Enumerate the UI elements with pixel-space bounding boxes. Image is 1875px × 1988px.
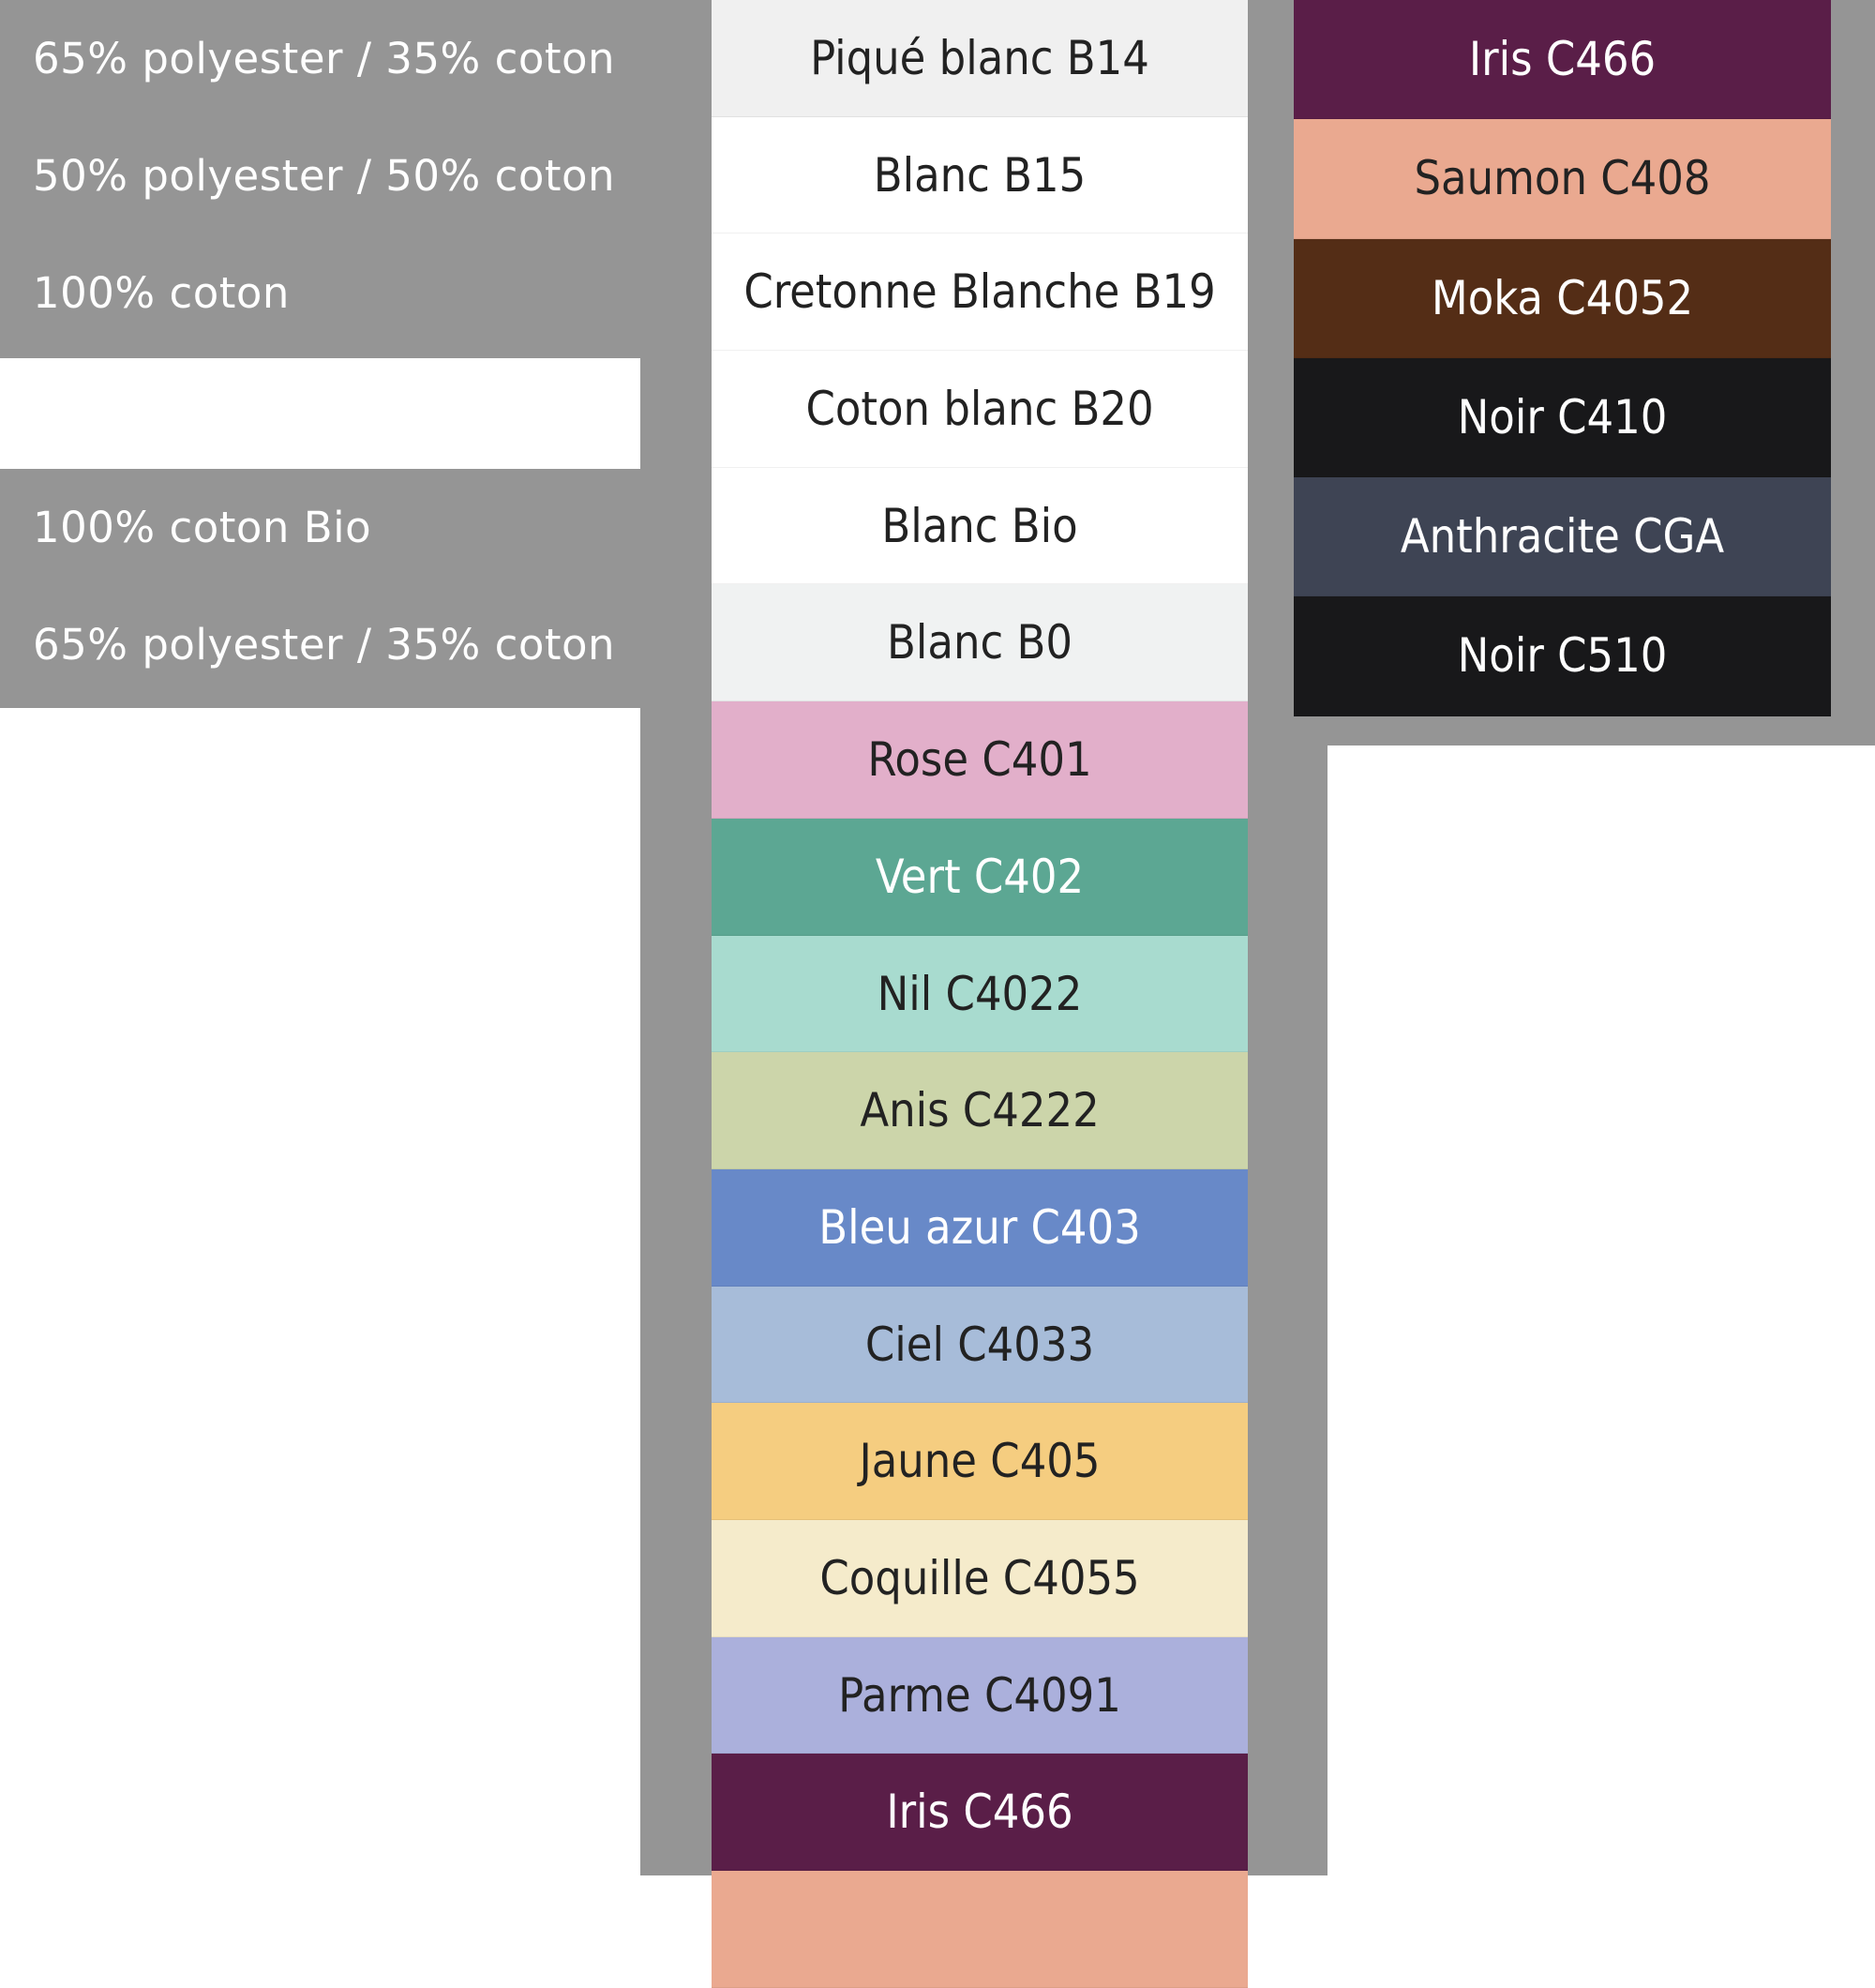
color-swatch: Parme C4091	[712, 1636, 1248, 1755]
composition-label: 100% coton Bio	[33, 503, 372, 552]
color-swatch: Nil C4022	[712, 935, 1248, 1053]
color-swatch: Blanc B15	[712, 116, 1248, 234]
color-swatch: Blanc B0	[712, 584, 1248, 702]
color-swatch: Ciel C4033	[712, 1286, 1248, 1404]
composition-label: 100% coton	[33, 268, 290, 318]
color-swatch: Moka C4052	[1294, 238, 1831, 358]
color-swatch: Blanc Bio	[712, 467, 1248, 585]
composition-panel-bottom	[0, 469, 640, 708]
color-swatch: Jaune C405	[712, 1403, 1248, 1520]
color-swatch: Bleu azur C403	[712, 1168, 1248, 1287]
color-swatch: Noir C510	[1294, 596, 1831, 716]
color-swatch: Piqué blanc B14	[712, 0, 1248, 117]
color-swatch: Iris C466	[1294, 0, 1831, 120]
composition-label: 65% polyester / 35% coton	[33, 620, 616, 670]
color-swatch-list: Piqué blanc B14 Blanc B15 Cretonne Blanche…	[712, 0, 1248, 1988]
dark-color-swatch-list: Iris C466 Saumon C408 Moka C4052 Noir C410 A…	[1294, 0, 1831, 716]
color-swatch	[712, 1871, 1248, 1988]
color-swatch: Anis C4222	[712, 1052, 1248, 1169]
color-swatch: Rose C401	[712, 701, 1248, 819]
color-swatch: Vert C402	[712, 818, 1248, 936]
color-swatch: Iris C466	[712, 1754, 1248, 1871]
composition-label: 65% polyester / 35% coton	[33, 34, 616, 83]
color-swatch: Anthracite CGA	[1294, 477, 1831, 597]
color-swatch: Saumon C408	[1294, 119, 1831, 239]
color-swatch: Cretonne Blanche B19	[712, 233, 1248, 352]
composition-panel-top	[0, 0, 640, 358]
color-swatch: Coquille C4055	[712, 1519, 1248, 1637]
composition-label: 50% polyester / 50% coton	[33, 151, 616, 201]
color-swatch: Coton blanc B20	[712, 351, 1248, 468]
color-swatch: Noir C410	[1294, 357, 1831, 478]
